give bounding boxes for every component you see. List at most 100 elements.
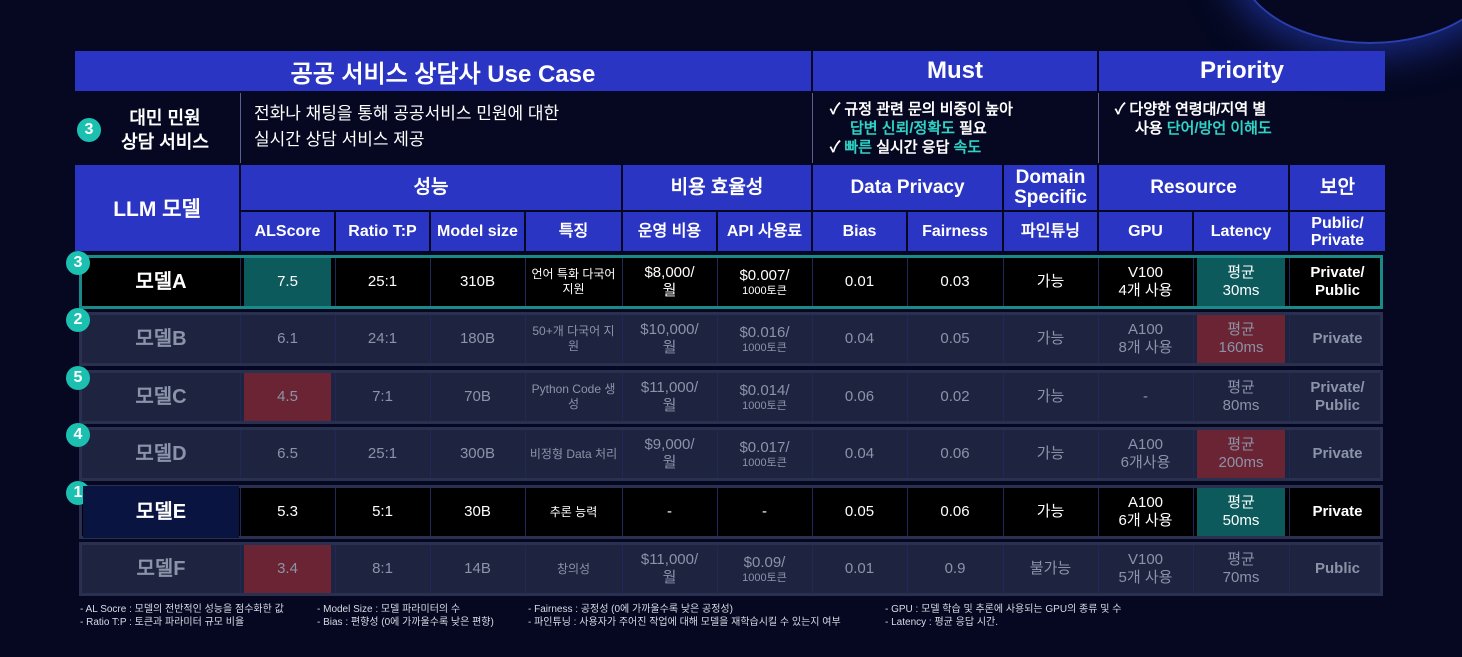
- column-divider: [717, 430, 718, 478]
- footnote-finetuning: - 파인튜닝 : 사용자가 주어진 작업에 대해 모델을 재학습시킬 수 있는지…: [528, 617, 841, 628]
- operating-cost-value-line2: 월: [662, 282, 677, 299]
- column-divider: [240, 488, 241, 536]
- feature-value: Python Code 생성: [531, 382, 616, 411]
- latency-value-line2: 50ms: [1222, 512, 1260, 529]
- public-private-value: Private: [1312, 445, 1363, 462]
- column-divider: [1003, 545, 1004, 593]
- column-divider: [1193, 430, 1194, 478]
- operating-cost-value: -: [626, 488, 713, 536]
- use-case-name-line1: 대민 민원: [129, 108, 201, 128]
- footnote-ratio: - Ratio T:P : 토큰과 파라미터 규모 비율: [80, 617, 245, 628]
- latency-value: 평균 80ms: [1197, 373, 1285, 421]
- use-case-title: 공공 서비스 상담사 Use Case: [75, 51, 811, 91]
- api-fee-value-line1: $0.014/: [739, 381, 790, 399]
- must-requirements: ✓ 규정 관련 문의 비중이 높아 답변 신뢰/정확도 필요 ✓ 빠른 실시간 …: [830, 100, 1013, 157]
- gpu-value-line1: V100: [1127, 551, 1164, 568]
- column-divider: [430, 545, 431, 593]
- column-divider: [525, 373, 526, 421]
- column-divider: [1289, 373, 1290, 421]
- bias-value: 0.06: [844, 388, 875, 405]
- operating-cost-value-line1: $11,000/: [640, 551, 699, 568]
- column-divider: [1289, 488, 1290, 536]
- api-fee-value: -: [721, 488, 808, 536]
- gpu-value: A100 6개 사용: [1102, 488, 1189, 536]
- latency-value-line1: 평균: [1227, 264, 1255, 281]
- column-divider: [1289, 315, 1290, 363]
- column-divider: [1193, 545, 1194, 593]
- rank-badge: 4: [66, 423, 90, 447]
- gpu-value: V100 4개 사용: [1102, 258, 1189, 306]
- latency-value-line2: 30ms: [1222, 282, 1260, 299]
- gpu-value: A100 8개 사용: [1102, 315, 1189, 363]
- subheader-fine-tuning: 파인튜닝: [1004, 212, 1097, 251]
- column-divider: [907, 315, 908, 363]
- model-size-value: 30B: [464, 503, 491, 520]
- ratio-value: 24:1: [367, 330, 398, 347]
- data-privacy-header: Data Privacy: [813, 165, 1002, 210]
- subheader-model-size: Model size: [431, 212, 524, 251]
- latency-value-line2: 160ms: [1218, 339, 1264, 356]
- operating-cost-value-line2: 월: [662, 397, 677, 414]
- gpu-value-line1: V100: [1127, 264, 1164, 281]
- model-size-value: 180B: [459, 330, 496, 347]
- public-private-value: Public: [1314, 560, 1360, 577]
- footnote-model-size: - Model Size : 모델 파라미터의 수: [317, 604, 461, 615]
- model-name: 모델E: [83, 486, 239, 538]
- latency-value-line2: 80ms: [1222, 397, 1260, 414]
- column-divider: [812, 488, 813, 536]
- column-divider: [622, 258, 623, 306]
- priority-line1: 다양한 연령대/지역 별: [1129, 101, 1267, 118]
- divider: [240, 93, 241, 163]
- latency-value-line1: 평균: [1227, 551, 1255, 568]
- ratio-value: 8:1: [372, 560, 393, 577]
- api-fee-value: $0.017/1000토큰: [721, 430, 808, 478]
- column-divider: [717, 545, 718, 593]
- feature-value: 창의성: [556, 561, 591, 576]
- security-header: 보안: [1290, 165, 1385, 210]
- column-divider: [622, 373, 623, 421]
- must-speed: 속도: [953, 139, 982, 156]
- column-divider: [622, 430, 623, 478]
- column-divider: [1003, 315, 1004, 363]
- gpu-value-line2: 4개 사용: [1118, 282, 1173, 299]
- api-fee-value-line1: $0.007/: [739, 266, 790, 284]
- ratio-value: 5:1: [372, 503, 393, 520]
- must-header: Must: [813, 51, 1097, 91]
- gpu-value: A100 6개사용: [1102, 430, 1189, 478]
- fine-tuning-value: 가능: [1036, 503, 1065, 520]
- column-divider: [240, 545, 241, 593]
- check-icon: ✓: [1115, 101, 1126, 118]
- alscore-value: 5.3: [277, 503, 298, 520]
- fairness-value: 0.02: [940, 388, 970, 405]
- column-divider: [335, 488, 336, 536]
- priority-dialect: 단어/방언 이해도: [1166, 120, 1272, 137]
- api-fee-value-line2: 1000토큰: [742, 284, 787, 297]
- cost-efficiency-header: 비용 효율성: [623, 165, 811, 210]
- model-name: 모델C: [135, 386, 187, 408]
- column-divider: [240, 315, 241, 363]
- column-divider: [812, 373, 813, 421]
- use-case-description: 전화나 채팅을 통해 공공서비스 민원에 대한 실시간 상담 서비스 제공: [254, 101, 559, 153]
- domain-line2: Specific: [1014, 186, 1087, 208]
- footnote-latency: - Latency : 평균 응답 시간.: [885, 617, 999, 628]
- column-divider: [622, 488, 623, 536]
- column-divider: [1098, 488, 1099, 536]
- latency-value: 평균 200ms: [1197, 430, 1285, 478]
- use-case-name: 대민 민원 상담 서비스: [100, 106, 230, 154]
- model-size-value: 310B: [459, 273, 496, 290]
- api-fee-value: $0.09/1000토큰: [721, 545, 808, 593]
- bias-value: 0.04: [844, 445, 875, 462]
- alscore-value: 6.5: [277, 445, 298, 462]
- column-divider: [335, 315, 336, 363]
- gpu-value-line1: A100: [1127, 494, 1164, 511]
- domain-line1: Domain: [1015, 166, 1086, 188]
- description-line2: 실시간 상담 서비스 제공: [254, 130, 425, 149]
- check-icon: ✓: [830, 139, 841, 156]
- use-case-name-line2: 상담 서비스: [121, 132, 209, 152]
- priority-requirements: ✓ 다양한 연령대/지역 별 사용 단어/방언 이해도: [1115, 100, 1272, 138]
- latency-value-line1: 평균: [1227, 321, 1255, 338]
- column-divider: [812, 258, 813, 306]
- subheader-public-private: Public/ Private: [1290, 212, 1385, 251]
- bias-value: 0.01: [844, 273, 875, 290]
- column-divider: [240, 430, 241, 478]
